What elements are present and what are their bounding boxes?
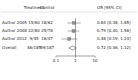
ci-label: 0.79 [0.40, 1.56]	[97, 28, 131, 33]
ci-line	[61, 39, 77, 40]
study-square	[72, 30, 75, 33]
ci-line	[68, 31, 80, 32]
study-label: Author 2012	[2, 36, 27, 41]
treatment-count: 22/80	[28, 28, 40, 33]
x-tick-label: 10	[92, 58, 98, 63]
overall-label: Overall	[2, 45, 16, 50]
ci-line	[67, 23, 80, 24]
x-tick-label: 1	[74, 58, 77, 63]
study-square	[68, 38, 71, 41]
x-axis	[56, 56, 95, 57]
ci-label: 0.48 [0.19, 1.24]	[97, 36, 131, 41]
ci-label: 0.72 [0.46, 1.12]	[97, 45, 131, 50]
control-count: 59/187	[40, 45, 55, 50]
treatment-count: 9/45	[30, 36, 39, 41]
control-count: 16/47	[41, 36, 53, 41]
study-label: Author 2008	[2, 28, 27, 33]
control-count: 18/62	[41, 20, 53, 25]
control-count: 25/78	[41, 28, 53, 33]
marks	[61, 18, 80, 56]
ci-label: 0.84 [0.38, 1.85]	[97, 20, 131, 25]
overall-diamond	[69, 46, 77, 50]
x-tick-label: 0.1	[53, 58, 60, 63]
study-square	[73, 22, 76, 25]
ci-header: OR [95% CI]	[97, 5, 122, 10]
study-label: Author 2005	[2, 20, 27, 25]
treatment-count: 15/60	[28, 20, 40, 25]
column-header: Control	[40, 5, 54, 10]
forest-plot: TreatmentControlOR [95% CI]Author 200515…	[0, 0, 138, 80]
header-rule	[1, 12, 137, 13]
